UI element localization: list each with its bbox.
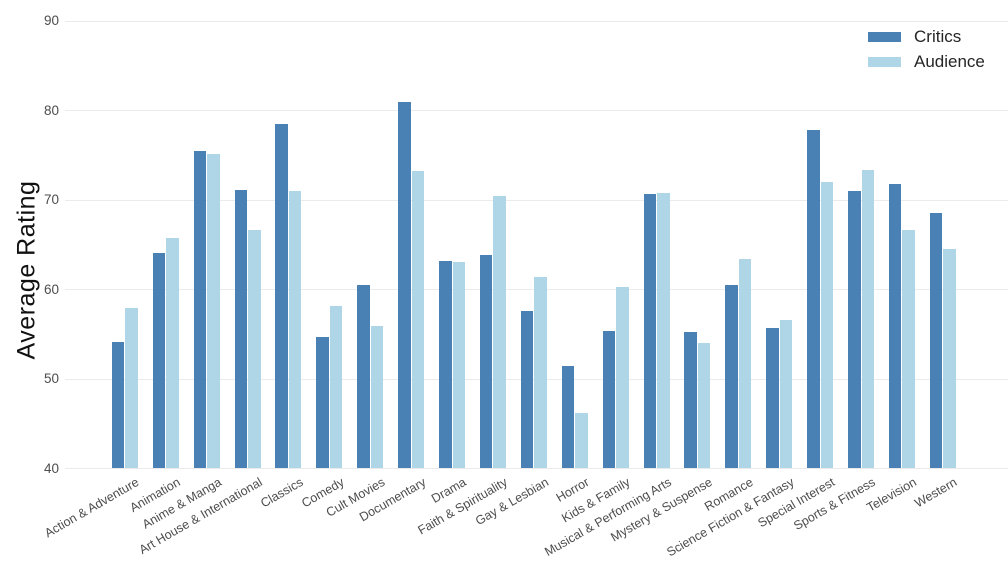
bar-critics-documentary: [398, 102, 411, 469]
y-tick-label-50: 50: [43, 371, 59, 386]
bar-critics-sports-fitness: [848, 191, 861, 469]
bar-audience-comedy: [329, 305, 343, 469]
legend-swatch-audience: [868, 57, 901, 67]
bar-audience-mystery-suspense: [697, 343, 711, 469]
bar-critics-musical-performing-arts: [643, 193, 656, 469]
bar-audience-classics: [288, 191, 302, 469]
legend: Critics Audience: [868, 27, 985, 72]
bar-audience-television: [902, 230, 915, 469]
bar-critics-horror: [561, 365, 575, 469]
bar-critics-gay-lesbian: [520, 310, 534, 469]
gridline-y-80: [65, 110, 1008, 111]
bar-audience-western: [943, 249, 956, 469]
bar-critics-mystery-suspense: [684, 331, 697, 469]
bar-audience-documentary: [411, 171, 425, 469]
legend-item-critics[interactable]: Critics: [868, 27, 985, 47]
bar-audience-art-house-international: [248, 230, 261, 469]
y-tick-label-60: 60: [43, 281, 59, 297]
y-tick-label-80: 80: [43, 102, 59, 118]
y-tick-label-90: 90: [43, 13, 59, 28]
legend-label-audience: Audience: [914, 52, 985, 71]
legend-item-audience[interactable]: Audience: [868, 52, 985, 72]
bar-audience-action-adventure: [125, 308, 138, 469]
gridline-y-70: [65, 199, 1008, 201]
y-axis-title: Average Rating: [12, 180, 41, 360]
bar-critics-western: [929, 213, 943, 469]
x-tick-label-western: Western: [912, 475, 960, 511]
bar-critics-animation: [152, 252, 166, 469]
bar-critics-special-interest: [807, 130, 820, 469]
bar-critics-action-adventure: [111, 342, 125, 469]
bar-critics-art-house-international: [234, 190, 247, 469]
bar-audience-sports-fitness: [861, 170, 874, 469]
bar-critics-drama: [439, 260, 452, 469]
bar-audience-faith-spirituality: [493, 196, 506, 469]
x-tick-label-action-adventure: Action & Adventure: [42, 475, 142, 541]
bar-audience-gay-lesbian: [534, 276, 547, 469]
bar-critics-anime-manga: [193, 150, 207, 469]
bar-audience-cult-movies: [370, 326, 384, 469]
bar-audience-science-fiction-fantasy: [779, 319, 793, 469]
gridline-y-90: [65, 20, 1008, 22]
legend-swatch-critics: [868, 32, 901, 42]
y-tick-label-70: 70: [43, 192, 59, 207]
bar-audience-kids-family: [616, 286, 629, 469]
gridline-y-40: [65, 468, 1008, 469]
x-tick-label-classics: Classics: [258, 475, 306, 511]
legend-label-critics: Critics: [914, 27, 962, 46]
bar-critics-comedy: [316, 336, 329, 469]
bar-audience-drama: [452, 261, 465, 469]
y-tick-label-40: 40: [43, 460, 59, 476]
bar-critics-cult-movies: [357, 285, 370, 469]
bar-critics-romance: [725, 285, 738, 469]
bar-critics-kids-family: [602, 330, 616, 469]
bar-audience-horror: [575, 413, 588, 469]
bar-audience-special-interest: [820, 182, 834, 469]
bar-audience-anime-manga: [207, 154, 220, 469]
bar-critics-television: [888, 183, 902, 469]
bar-audience-animation: [166, 237, 179, 469]
bar-audience-musical-performing-arts: [657, 192, 670, 469]
bar-critics-faith-spirituality: [479, 254, 493, 469]
bar-critics-classics: [275, 123, 288, 469]
bar-audience-romance: [738, 259, 752, 469]
bar-critics-science-fiction-fantasy: [766, 327, 779, 469]
